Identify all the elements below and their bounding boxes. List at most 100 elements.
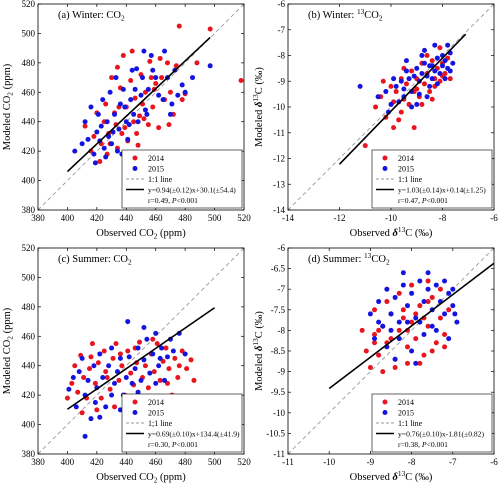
chart-panel-1: 380 400 420 440 460 480 500 520 380 400 420 440 460 4… <box>2 0 251 241</box>
point-2015 <box>400 282 406 288</box>
point-2015 <box>383 89 389 95</box>
point-2014 <box>157 55 163 61</box>
point-2014 <box>429 348 435 354</box>
point-2014 <box>238 78 244 84</box>
point-2014 <box>109 75 115 81</box>
point-2014 <box>172 355 178 361</box>
point-2014 <box>64 395 70 401</box>
point-2015 <box>384 286 390 292</box>
y-tick-label: 440 <box>22 117 36 127</box>
point-2014 <box>113 341 119 347</box>
point-2015 <box>414 65 420 71</box>
point-2014 <box>150 104 156 110</box>
point-2014 <box>137 113 143 119</box>
point-2014 <box>128 78 134 84</box>
point-2015 <box>357 83 363 89</box>
point-2014 <box>391 125 397 131</box>
point-2015 <box>159 345 165 351</box>
point-2014 <box>442 332 448 338</box>
point-2015 <box>72 148 78 154</box>
legend-2015-marker <box>132 410 138 415</box>
point-2015 <box>419 53 425 58</box>
x-tick-label: -6 <box>490 457 498 467</box>
legend-2015-marker <box>382 410 388 415</box>
point-2015 <box>125 136 131 142</box>
point-2014 <box>424 53 430 58</box>
plot-area <box>288 4 494 210</box>
point-2015 <box>414 101 420 107</box>
point-2015 <box>100 97 106 103</box>
point-2014 <box>437 45 443 51</box>
legend-2015-marker <box>132 166 138 171</box>
y-tick-label: 420 <box>22 390 36 400</box>
point-2014 <box>166 122 172 128</box>
point-2014 <box>380 369 386 375</box>
point-2015 <box>447 68 453 74</box>
point-2015 <box>106 363 112 369</box>
point-2014 <box>429 96 435 102</box>
x-tick-label: 440 <box>120 457 134 467</box>
point-2014 <box>164 60 170 66</box>
y-axis-label: Modeled δ13C (‰) <box>251 67 265 147</box>
point-2014 <box>425 323 431 329</box>
point-2015 <box>145 86 151 92</box>
point-2014 <box>81 374 87 380</box>
point-2014 <box>153 80 159 86</box>
point-2015 <box>117 101 123 107</box>
point-2015 <box>153 330 159 336</box>
point-2014 <box>141 116 147 122</box>
point-2015 <box>73 404 79 410</box>
x-axis-label: Observed CO2 (ppm) <box>96 472 186 485</box>
point-2014 <box>442 344 448 350</box>
plot-area <box>288 248 494 454</box>
point-2015 <box>372 336 378 342</box>
point-2015 <box>109 141 115 147</box>
point-2014 <box>447 76 453 82</box>
point-2015 <box>112 380 118 386</box>
point-2015 <box>114 369 120 375</box>
x-tick-label: 420 <box>90 213 104 223</box>
point-2014 <box>163 345 169 351</box>
point-2014 <box>125 348 131 354</box>
panel-title: (c) Summer: CO2 <box>58 254 132 267</box>
point-2014 <box>176 363 182 369</box>
x-tick-label: 380 <box>31 457 45 467</box>
y-tick-label: -7 <box>278 25 286 35</box>
point-2015 <box>139 75 145 81</box>
point-2014 <box>373 104 379 110</box>
legend-2014-label: 2014 <box>398 154 414 163</box>
point-2015 <box>454 319 460 325</box>
point-2015 <box>144 111 150 117</box>
point-2014 <box>95 360 101 366</box>
point-2015 <box>433 282 439 288</box>
point-2014 <box>94 407 100 413</box>
x-tick-label: 480 <box>178 213 192 223</box>
point-2014 <box>191 377 197 383</box>
point-2015 <box>432 42 438 48</box>
point-2014 <box>396 290 402 296</box>
y-tick-label: -12 <box>273 154 285 164</box>
point-2014 <box>176 23 182 29</box>
point-2014 <box>403 81 409 87</box>
point-2014 <box>134 130 140 136</box>
x-tick-label: 460 <box>149 457 163 467</box>
point-2015 <box>142 107 148 113</box>
point-2014 <box>148 75 154 81</box>
point-2014 <box>393 89 399 95</box>
y-tick-label: 380 <box>22 205 36 215</box>
point-2015 <box>388 311 394 317</box>
point-2015 <box>85 377 91 383</box>
point-2015 <box>403 68 409 74</box>
legend-2015-label: 2015 <box>148 165 164 174</box>
legend-2015-label: 2015 <box>148 409 164 418</box>
point-2015 <box>162 377 168 383</box>
point-2015 <box>79 141 85 147</box>
point-2014 <box>131 119 137 125</box>
point-2015 <box>401 86 407 92</box>
x-tick-label: -8 <box>439 213 447 223</box>
point-2015 <box>429 76 435 82</box>
chart-panel-2: -14 -12 -10 -8 -6 -14 -13 -12 -11 -10 -9 -8 -7 -6 (b) … <box>251 0 498 239</box>
point-2014 <box>419 101 425 107</box>
y-tick-label: -11 <box>273 449 285 459</box>
point-2014 <box>179 97 185 103</box>
